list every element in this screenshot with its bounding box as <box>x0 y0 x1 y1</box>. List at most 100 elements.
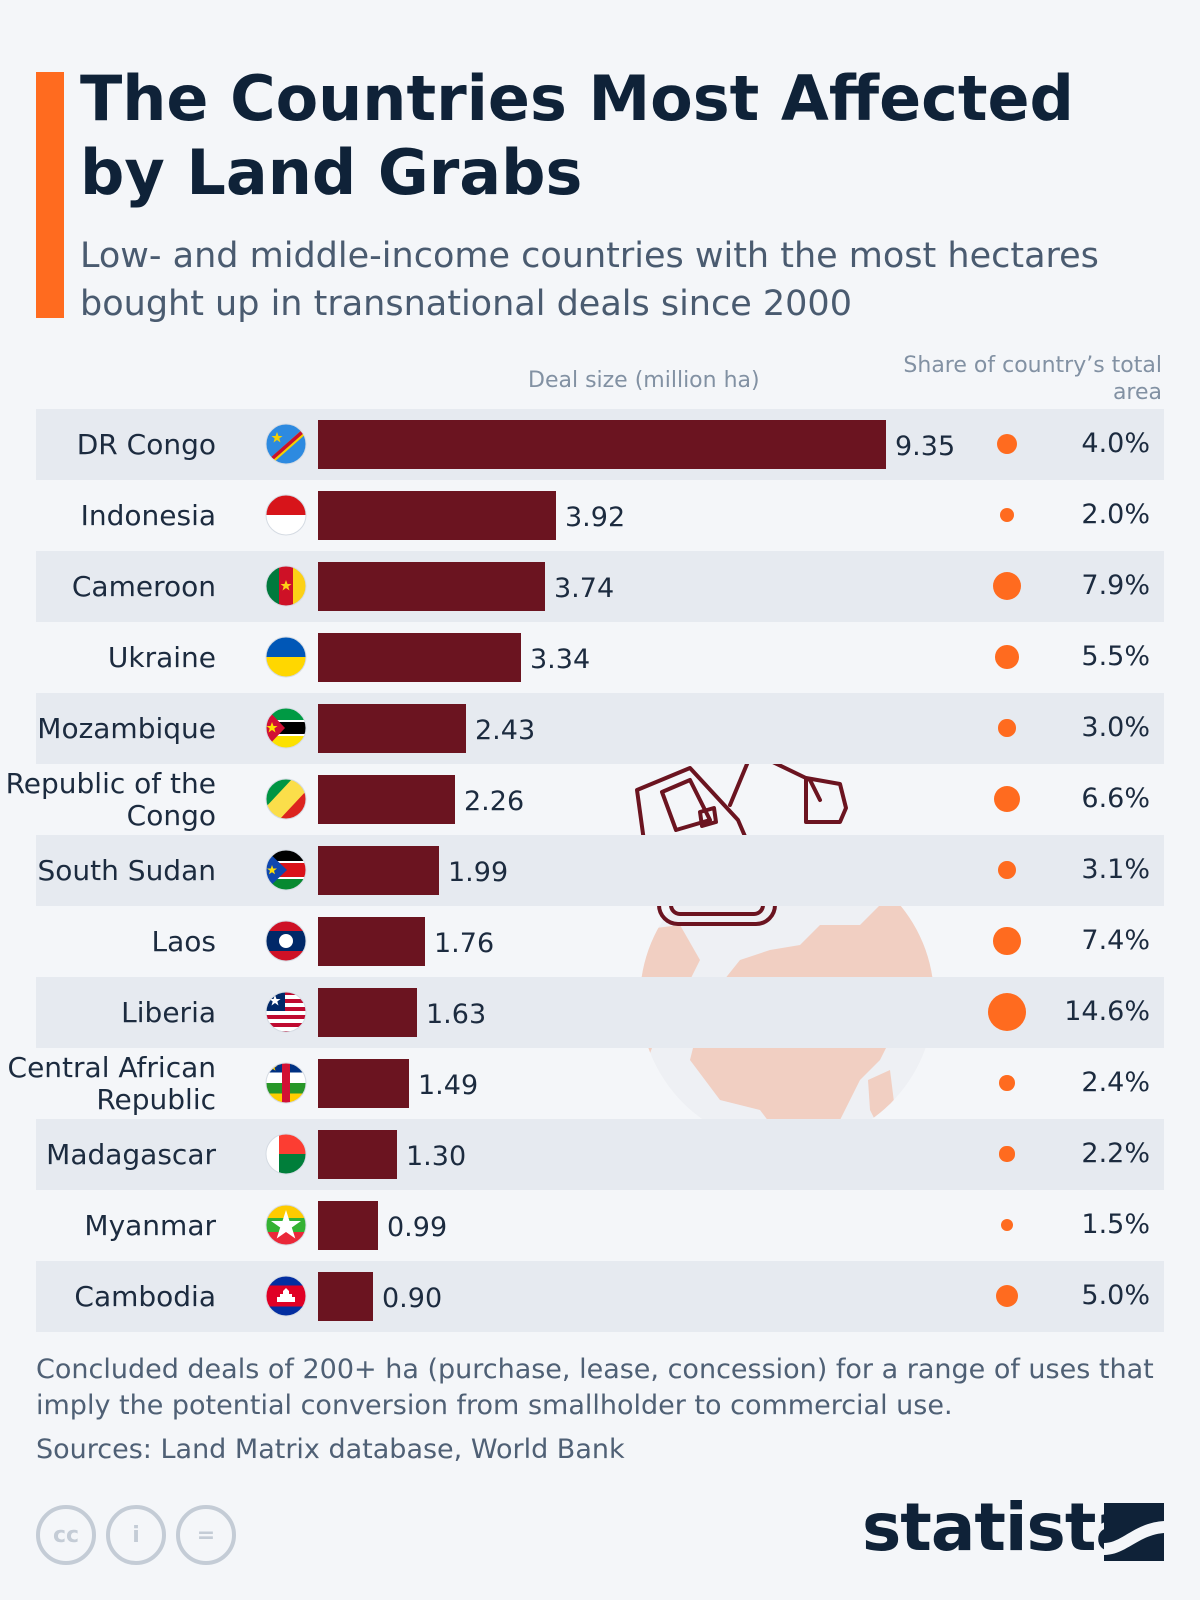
deal-size-value: 9.35 <box>895 431 956 462</box>
deal-size-value: 1.30 <box>406 1141 467 1172</box>
table-row: South Sudan 1.99 3.1% <box>36 835 1164 906</box>
table-row: Cambodia 0.90 5.0% <box>36 1261 1164 1332</box>
deal-size-bar <box>318 1201 378 1250</box>
table-row: Republic of the Congo 2.26 6.6% <box>6 764 1164 835</box>
area-share-value: 4.0% <box>1081 428 1150 459</box>
attribution-icon[interactable]: i <box>106 1505 166 1565</box>
area-share-value: 7.9% <box>1081 570 1150 601</box>
area-share-value: 2.2% <box>1081 1138 1150 1169</box>
no-derivatives-icon[interactable]: = <box>176 1505 236 1565</box>
share-column-header: Share of country’s total area <box>903 353 1162 405</box>
sources: Sources: Land Matrix database, World Ban… <box>36 1434 625 1465</box>
country-label: South Sudan <box>37 853 216 887</box>
area-share-dot <box>993 927 1021 955</box>
deal-size-value: 1.49 <box>418 1070 479 1101</box>
table-row: DR Congo 9.35 4.0% <box>36 409 1164 480</box>
area-share-dot <box>998 719 1016 737</box>
country-label: Liberia <box>121 995 216 1029</box>
deal-size-bar <box>318 917 425 966</box>
area-share-value: 1.5% <box>1081 1209 1150 1240</box>
deal-size-bar <box>318 988 417 1037</box>
statista-logo-icon[interactable] <box>1104 1503 1164 1561</box>
table-row: Madagascar 1.30 2.2% <box>36 1119 1164 1190</box>
table-row: Liberia 1.63 14.6% <box>36 977 1164 1048</box>
area-share-dot <box>992 571 1022 601</box>
footnote: Concluded deals of 200+ ha (purchase, le… <box>36 1354 1154 1421</box>
country-label: Myanmar <box>84 1208 216 1242</box>
area-share-value: 7.4% <box>1081 925 1150 956</box>
republic-of-the-congo-flag-icon <box>265 778 307 820</box>
deal-size-value: 1.76 <box>434 928 495 959</box>
area-share-dot <box>987 992 1027 1032</box>
laos-flag-icon <box>265 920 307 962</box>
deal-size-bar <box>318 420 886 469</box>
cameroon-flag-icon <box>265 565 307 607</box>
deal-size-column-header: Deal size (million ha) <box>528 368 760 393</box>
area-share-value: 3.1% <box>1081 854 1150 885</box>
table-row: Central African Republic 1.49 2.4% <box>8 1048 1164 1119</box>
deal-size-bar <box>318 1059 409 1108</box>
deal-size-value: 3.34 <box>530 644 591 675</box>
deal-size-value: 0.90 <box>382 1283 443 1314</box>
deal-size-bar <box>318 491 556 540</box>
table-row: Mozambique 2.43 3.0% <box>36 693 1164 764</box>
country-label: Madagascar <box>46 1137 216 1171</box>
table-row: Cameroon 3.74 7.9% <box>36 551 1164 622</box>
table-row: Indonesia 3.92 2.0% <box>36 480 1164 551</box>
chart-subtitle: Low- and middle-income countries with th… <box>80 236 1099 324</box>
deal-size-bar <box>318 1272 373 1321</box>
liberia-flag-icon <box>265 991 307 1033</box>
deal-size-bar <box>318 704 466 753</box>
area-share-dot <box>993 785 1020 812</box>
area-share-dot <box>996 433 1018 455</box>
country-label: Indonesia <box>80 498 216 532</box>
central-african-republic-flag-icon <box>265 1062 307 1104</box>
deal-size-bar <box>318 562 545 611</box>
indonesia-flag-icon <box>265 494 307 536</box>
country-label: DR Congo <box>76 427 216 461</box>
country-label: Ukraine <box>107 640 216 674</box>
country-label: Cambodia <box>74 1279 216 1313</box>
deal-size-bar <box>318 775 455 824</box>
area-share-dot <box>999 1146 1015 1162</box>
area-share-dot <box>998 861 1016 879</box>
deal-size-value: 0.99 <box>387 1212 448 1243</box>
country-label: Central African Republic <box>7 1050 216 1116</box>
bar-chart: DR Congo 9.35 4.0% Indonesia 3.92 2.0% Cameroo… <box>6 409 1164 1332</box>
deal-size-value: 1.63 <box>426 999 487 1030</box>
table-row: Laos 1.76 7.4% <box>36 906 1164 977</box>
dr-congo-flag-icon <box>265 423 307 465</box>
deal-size-value: 2.26 <box>464 786 525 817</box>
area-share-dot <box>995 645 1019 669</box>
cambodia-flag-icon <box>265 1275 307 1317</box>
chart-title: The Countries Most Affected by Land Grab… <box>80 62 1074 209</box>
creative-commons-icon[interactable]: cc <box>36 1505 96 1565</box>
area-share-value: 3.0% <box>1081 712 1150 743</box>
deal-size-value: 3.92 <box>565 502 626 533</box>
mozambique-flag-icon <box>265 707 307 749</box>
deal-size-bar <box>318 1130 397 1179</box>
area-share-value: 5.0% <box>1081 1280 1150 1311</box>
area-share-value: 5.5% <box>1081 641 1150 672</box>
country-label: Laos <box>151 924 216 958</box>
area-share-value: 6.6% <box>1081 783 1150 814</box>
country-label: Cameroon <box>71 569 216 603</box>
madagascar-flag-icon <box>265 1133 307 1175</box>
title-accent-bar <box>36 72 64 318</box>
country-label: Mozambique <box>37 711 216 745</box>
deal-size-bar <box>318 633 521 682</box>
area-share-value: 2.4% <box>1081 1067 1150 1098</box>
table-row: Myanmar 0.99 1.5% <box>36 1190 1164 1261</box>
deal-size-value: 3.74 <box>554 573 615 604</box>
statista-wordmark[interactable]: statista <box>862 1489 1140 1566</box>
area-share-value: 14.6% <box>1064 996 1150 1027</box>
myanmar-flag-icon <box>265 1204 307 1246</box>
country-label: Republic of the Congo <box>5 766 216 832</box>
south-sudan-flag-icon <box>265 849 307 891</box>
area-share-dot <box>995 1284 1019 1308</box>
table-row: Ukraine 3.34 5.5% <box>36 622 1164 693</box>
area-share-dot <box>999 507 1015 523</box>
deal-size-value: 2.43 <box>475 715 536 746</box>
deal-size-value: 1.99 <box>448 857 509 888</box>
area-share-value: 2.0% <box>1081 499 1150 530</box>
